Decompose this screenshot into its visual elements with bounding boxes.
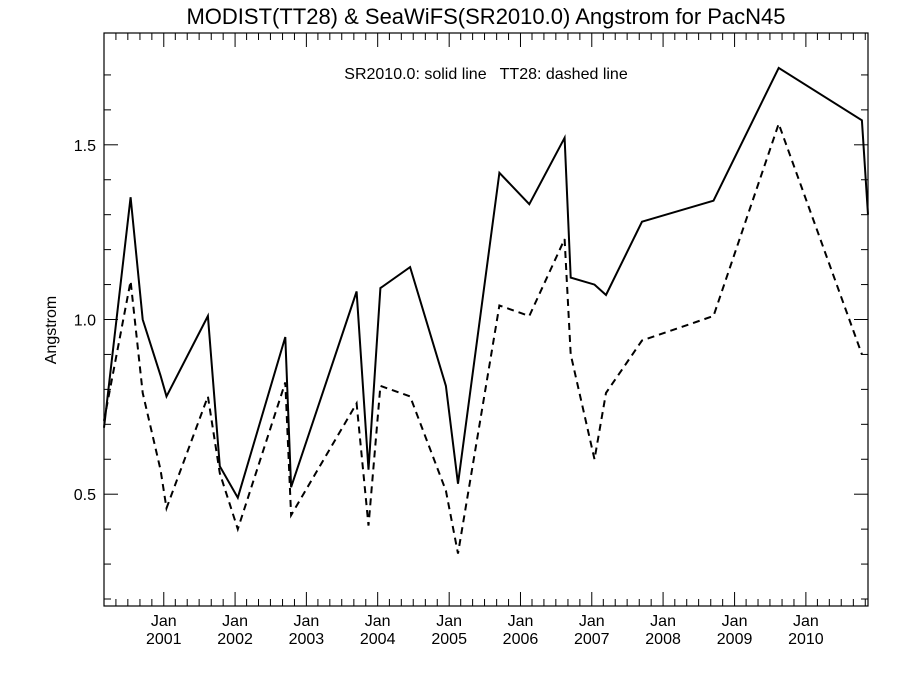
- x-tick-month: Jan: [793, 613, 819, 630]
- chart-title: MODIST(TT28) & SeaWiFS(SR2010.0) Angstro…: [186, 4, 785, 29]
- x-tick-month: Jan: [222, 613, 248, 630]
- x-tick-month: Jan: [650, 613, 676, 630]
- x-tick-year: 2004: [360, 631, 396, 648]
- x-tick-year: 2002: [217, 631, 253, 648]
- x-tick-year: 2010: [788, 631, 824, 648]
- y-tick-label: 1.5: [74, 138, 96, 155]
- x-tick-month: Jan: [579, 613, 605, 630]
- ticks: [103, 33, 868, 606]
- x-tick-year: 2003: [289, 631, 325, 648]
- y-tick-label: 1.0: [74, 313, 96, 330]
- y-tick-label: 0.5: [74, 487, 96, 504]
- x-tick-month: Jan: [293, 613, 319, 630]
- x-tick-month: Jan: [151, 613, 177, 630]
- series-line-sr2010-0: [103, 66, 869, 501]
- x-tick-year: 2006: [503, 631, 539, 648]
- x-tick-month: Jan: [508, 613, 534, 630]
- x-tick-year: 2007: [574, 631, 610, 648]
- x-tick-year: 2001: [146, 631, 182, 648]
- x-tick-month: Jan: [436, 613, 462, 630]
- x-tick-year: 2009: [717, 631, 753, 648]
- x-tick-month: Jan: [722, 613, 748, 630]
- x-tick-month: Jan: [365, 613, 391, 630]
- series-line-tt28: [103, 120, 863, 554]
- y-axis-label: Angstrom: [43, 296, 60, 364]
- tick-labels: 0.51.01.5Jan2001Jan2002Jan2003Jan2004Jan…: [74, 138, 824, 648]
- x-tick-year: 2005: [431, 631, 467, 648]
- x-tick-year: 2008: [645, 631, 681, 648]
- series-layer: [103, 66, 869, 554]
- chart-annotation: SR2010.0: solid line TT28: dashed line: [344, 66, 628, 83]
